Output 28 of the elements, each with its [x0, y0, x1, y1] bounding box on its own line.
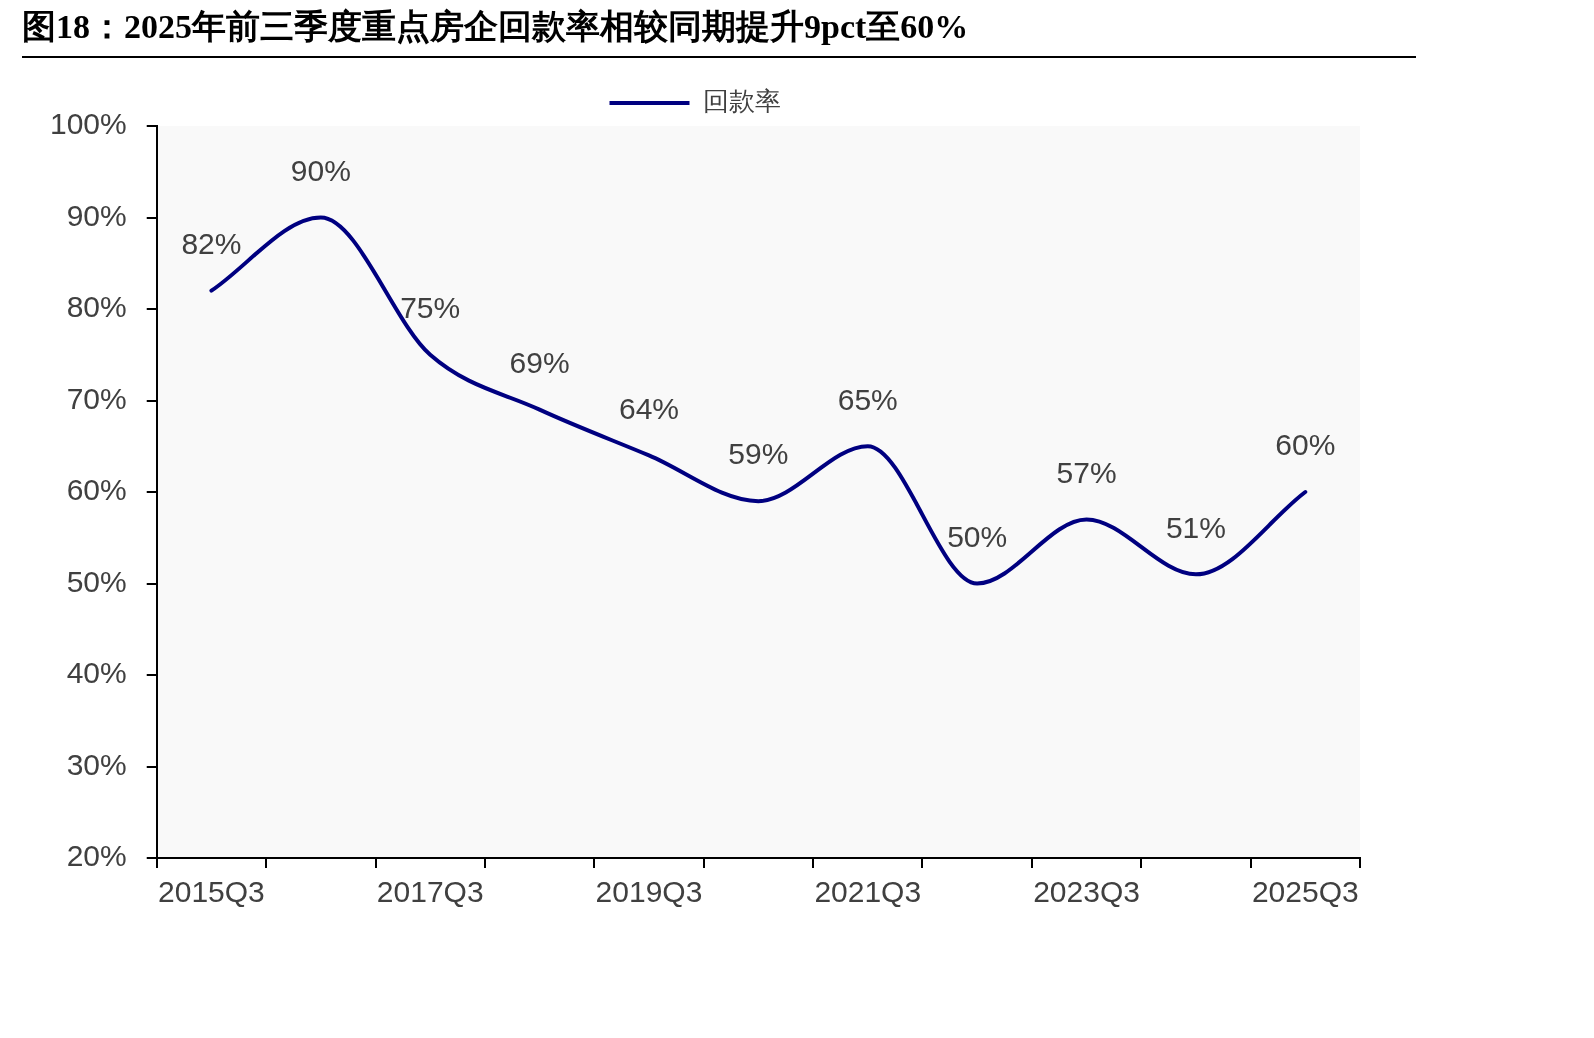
- data-label: 51%: [1165, 510, 1226, 544]
- data-label: 90%: [290, 153, 351, 187]
- data-label: 64%: [618, 391, 679, 425]
- y-tick-label: 40%: [66, 656, 127, 690]
- legend-label: 回款率: [702, 85, 781, 116]
- data-label: 59%: [728, 437, 789, 471]
- x-tick-label: 2019Q3: [595, 875, 703, 909]
- y-tick-label: 70%: [66, 381, 127, 415]
- y-tick-label: 80%: [66, 290, 127, 324]
- data-label: 69%: [509, 345, 570, 379]
- y-tick-label: 50%: [66, 564, 127, 598]
- x-tick-label: 2015Q3: [158, 875, 265, 909]
- data-label: 57%: [1056, 455, 1117, 489]
- x-tick-label: 2023Q3: [1033, 875, 1140, 909]
- y-tick-label: 60%: [66, 473, 127, 507]
- y-tick-label: 30%: [66, 747, 127, 781]
- x-tick-label: 2017Q3: [376, 875, 484, 909]
- chart-title: 图18：2025年前三季度重点房企回款率相较同期提升9pct至60%: [22, 4, 1416, 58]
- y-tick-label: 100%: [49, 107, 127, 141]
- x-tick-label: 2021Q3: [814, 875, 922, 909]
- data-label: 60%: [1275, 428, 1336, 462]
- data-label: 50%: [947, 519, 1008, 553]
- data-label: 82%: [181, 226, 242, 260]
- data-label: 75%: [400, 291, 461, 325]
- x-tick-label: 2025Q3: [1251, 875, 1359, 909]
- data-label: 65%: [837, 382, 898, 416]
- y-tick-label: 90%: [66, 198, 127, 232]
- y-tick-label: 20%: [66, 839, 127, 873]
